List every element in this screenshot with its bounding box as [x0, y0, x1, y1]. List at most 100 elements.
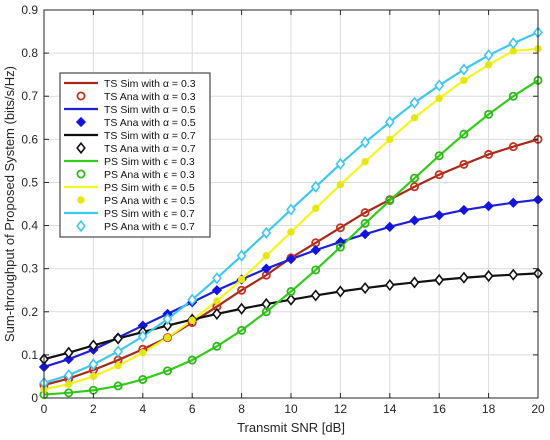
- data-point: [434, 79, 445, 92]
- data-point: [137, 330, 148, 343]
- data-point: [65, 380, 73, 388]
- data-point: [384, 278, 395, 292]
- data-point: [113, 345, 123, 358]
- data-point: [409, 96, 420, 109]
- legend-entry-label: TS Ana with α = 0.5: [104, 117, 196, 129]
- data-point: [187, 355, 197, 365]
- data-point: [285, 254, 297, 265]
- x-tick-label: 10: [284, 402, 298, 416]
- data-point: [236, 249, 247, 262]
- x-tick-label: 2: [90, 402, 97, 416]
- data-point: [359, 229, 371, 240]
- data-point: [459, 159, 469, 169]
- data-point: [310, 245, 321, 256]
- data-point: [385, 196, 395, 206]
- x-tick-label: 18: [482, 402, 496, 416]
- data-point: [187, 293, 198, 306]
- data-point: [508, 142, 518, 152]
- data-point: [434, 151, 444, 161]
- data-point: [286, 293, 296, 306]
- data-point: [88, 339, 99, 352]
- legend-box: [59, 72, 211, 238]
- data-point: [113, 332, 123, 345]
- data-point: [286, 203, 296, 216]
- data-point: [435, 94, 443, 103]
- data-point: [384, 116, 395, 129]
- data-point: [138, 374, 148, 384]
- data-point: [483, 49, 494, 62]
- data-point: [434, 273, 445, 286]
- x-tick-label: 20: [531, 402, 545, 416]
- data-point: [237, 285, 247, 295]
- y-tick-label: 0.6: [21, 132, 38, 146]
- legend-swatch-marker: [76, 91, 86, 101]
- data-point: [139, 349, 147, 357]
- data-point: [409, 215, 420, 226]
- data-point: [262, 252, 270, 260]
- x-tick-label: 6: [189, 402, 196, 416]
- data-point: [508, 37, 519, 50]
- data-point: [508, 268, 519, 281]
- series-group: [38, 26, 544, 400]
- data-point: [63, 354, 74, 365]
- legend-entry-label: PS Ana with ϵ = 0.3: [104, 169, 195, 181]
- y-tick-label: 0.1: [21, 348, 38, 362]
- legend: TS Sim with α = 0.3TS Ana with α = 0.3TS…: [59, 72, 211, 238]
- data-point: [212, 272, 222, 285]
- data-point: [459, 271, 469, 284]
- data-point: [336, 180, 345, 189]
- y-axis-label: Sum-throughput of Proposed System (bits/…: [2, 66, 17, 342]
- data-point: [459, 129, 469, 139]
- legend-entry-label: PS Sim with ϵ = 0.5: [104, 182, 195, 194]
- data-point: [335, 285, 346, 298]
- data-point: [410, 114, 419, 122]
- data-point: [434, 170, 444, 180]
- data-point: [386, 135, 394, 144]
- y-tick-label: 0.3: [21, 262, 38, 276]
- series-markers-11: [39, 26, 543, 389]
- series-line-6: [43, 79, 539, 396]
- series-markers-9: [40, 45, 542, 394]
- legend-swatch-marker: [76, 141, 86, 155]
- data-point: [459, 63, 469, 76]
- data-point: [483, 201, 494, 212]
- legend-swatch-marker: [76, 219, 86, 233]
- data-point: [114, 361, 122, 370]
- data-point: [89, 372, 98, 381]
- data-point: [508, 91, 518, 101]
- data-point: [163, 333, 172, 342]
- legend-entry-label: TS Sim with α = 0.5: [104, 104, 196, 116]
- data-point: [434, 210, 445, 221]
- legend-entry-label: PS Ana with ϵ = 0.7: [104, 221, 195, 233]
- data-point: [409, 276, 420, 289]
- data-point: [484, 109, 494, 119]
- x-tick-label: 8: [238, 402, 245, 416]
- data-point: [508, 197, 519, 208]
- data-point: [162, 366, 172, 376]
- data-point: [335, 157, 346, 170]
- data-point: [261, 263, 272, 274]
- data-point: [484, 61, 493, 69]
- data-point: [211, 285, 223, 296]
- data-point: [460, 76, 468, 84]
- legend-swatch-marker: [77, 196, 85, 204]
- data-point: [409, 173, 419, 183]
- series-markers-5: [39, 267, 543, 366]
- legend-swatch-marker: [75, 116, 87, 128]
- data-point: [286, 287, 296, 297]
- data-point: [360, 218, 370, 228]
- y-tick-label: 0.9: [21, 3, 38, 17]
- data-point: [212, 307, 222, 321]
- data-point: [360, 136, 370, 149]
- data-point: [361, 158, 369, 166]
- data-point: [409, 182, 419, 192]
- legend-entry-label: TS Sim with α = 0.3: [104, 78, 196, 90]
- data-point: [458, 204, 470, 216]
- data-point: [287, 228, 295, 236]
- data-point: [310, 180, 321, 193]
- legend-entry-label: TS Ana with α = 0.3: [104, 91, 196, 103]
- data-point: [261, 307, 271, 317]
- y-tick-label: 0.7: [21, 89, 38, 103]
- data-point: [212, 341, 222, 351]
- data-point: [236, 302, 247, 315]
